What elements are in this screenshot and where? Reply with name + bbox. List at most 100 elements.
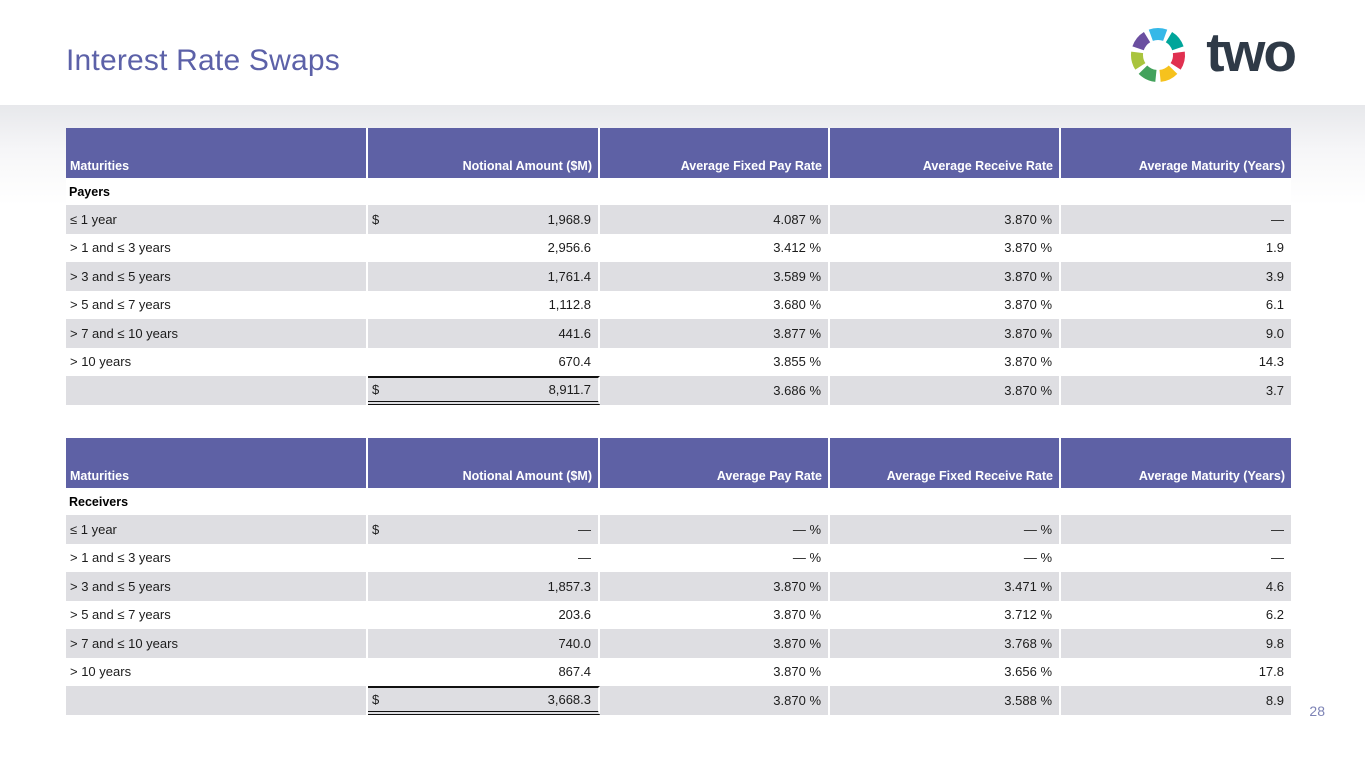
rate-cell: 3.870 % [830, 347, 1061, 376]
currency-symbol: $ [372, 381, 380, 397]
rate-cell: 3.870 % [600, 657, 830, 686]
rate-cell: — % [830, 515, 1061, 544]
maturity-cell: > 3 and ≤ 5 years [66, 262, 368, 291]
notional-cell: 203.6 [368, 600, 600, 629]
logo-segment-yellow [1159, 65, 1178, 82]
notional-cell: 867.4 [368, 657, 600, 686]
section-label: Payers [66, 178, 1291, 205]
table-row: > 5 and ≤ 7 years 203.6 3.870 % 3.712 % … [66, 600, 1291, 629]
maturity-cell [66, 686, 368, 715]
maturity-cell [66, 376, 368, 405]
maturity-cell: > 5 and ≤ 7 years [66, 600, 368, 629]
column-header-notional: Notional Amount ($M) [368, 128, 600, 178]
table-row: ≤ 1 year $1,968.9 4.087 % 3.870 % — [66, 205, 1291, 234]
maturity-cell: > 3 and ≤ 5 years [66, 572, 368, 601]
receivers-table: Maturities Notional Amount ($M) Average … [66, 438, 1291, 715]
notional-value: 441.6 [558, 325, 591, 341]
maturity-cell: > 1 and ≤ 3 years [66, 233, 368, 262]
section-label: Receivers [66, 488, 1291, 515]
rate-cell: 3.656 % [830, 657, 1061, 686]
notional-cell: 670.4 [368, 347, 600, 376]
avg-maturity-cell: 8.9 [1061, 686, 1291, 715]
rate-cell: 3.870 % [830, 290, 1061, 319]
avg-maturity-cell: 9.0 [1061, 319, 1291, 348]
maturity-cell: > 5 and ≤ 7 years [66, 290, 368, 319]
page-title: Interest Rate Swaps [66, 44, 340, 77]
column-header-pay-rate: Average Pay Rate [600, 438, 830, 488]
avg-maturity-cell: — [1271, 550, 1284, 566]
rate-cell: 3.870 % [830, 233, 1061, 262]
rate-cell: 3.870 % [830, 205, 1061, 234]
rate-cell: 3.870 % [600, 629, 830, 658]
maturity-cell: > 7 and ≤ 10 years [66, 319, 368, 348]
avg-maturity-cell: 17.8 [1258, 664, 1284, 680]
logo-wordmark: two [1206, 20, 1297, 83]
maturity-cell: ≤ 1 year [66, 515, 368, 544]
notional-value: 670.4 [558, 354, 591, 370]
notional-cell: 441.6 [368, 319, 600, 348]
logo-segment-green [1138, 65, 1158, 82]
rate-cell: 3.768 % [830, 629, 1061, 658]
company-logo: two [1122, 20, 1297, 90]
notional-value: 2,956.6 [547, 240, 591, 256]
rate-cell: 3.588 % [830, 686, 1061, 715]
maturity-cell: > 10 years [66, 657, 368, 686]
rate-cell: 3.712 % [830, 600, 1061, 629]
notional-cell: 740.0 [368, 629, 600, 658]
maturity-cell: > 10 years [66, 347, 368, 376]
column-header-notional: Notional Amount ($M) [368, 438, 600, 488]
currency-symbol: $ [372, 521, 380, 537]
notional-value: 203.6 [558, 607, 591, 623]
rate-cell: 3.870 % [600, 686, 830, 715]
rate-cell: 3.870 % [600, 572, 830, 601]
notional-value: 8,911.7 [548, 381, 591, 397]
avg-maturity-cell: — [1061, 515, 1291, 544]
notional-total-cell: $8,911.7 [368, 376, 600, 405]
table-row: > 1 and ≤ 3 years — — % — % — [66, 543, 1291, 572]
notional-value: 867.4 [558, 664, 591, 680]
payers-table: Maturities Notional Amount ($M) Average … [66, 128, 1291, 405]
rate-cell: 4.087 % [600, 205, 830, 234]
avg-maturity-cell: 9.8 [1061, 629, 1291, 658]
rate-cell: 3.412 % [600, 233, 830, 262]
rate-cell: 3.686 % [600, 376, 830, 405]
table-row: > 10 years 670.4 3.855 % 3.870 % 14.3 [66, 347, 1291, 376]
notional-total-cell: $3,668.3 [368, 686, 600, 715]
rate-cell: 3.855 % [600, 347, 830, 376]
rate-cell: 3.870 % [830, 262, 1061, 291]
rate-cell: 3.471 % [830, 572, 1061, 601]
maturity-cell: ≤ 1 year [66, 205, 368, 234]
rate-cell: 3.870 % [830, 319, 1061, 348]
table-row: > 7 and ≤ 10 years 441.6 3.877 % 3.870 %… [66, 319, 1291, 348]
avg-maturity-cell: 14.3 [1258, 354, 1284, 370]
currency-symbol: $ [372, 211, 380, 227]
column-header-fixed-receive-rate: Average Fixed Receive Rate [830, 438, 1061, 488]
table-header-row: Maturities Notional Amount ($M) Average … [66, 438, 1291, 488]
rate-cell: — % [600, 543, 830, 572]
notional-cell: $ — [368, 515, 600, 544]
table-row: > 3 and ≤ 5 years 1,857.3 3.870 % 3.471 … [66, 572, 1291, 601]
notional-value: 740.0 [558, 635, 591, 651]
rate-cell: — % [830, 543, 1061, 572]
avg-maturity-cell: 4.6 [1061, 572, 1291, 601]
column-header-avg-maturity: Average Maturity (Years) [1061, 128, 1291, 178]
table-row: > 10 years 867.4 3.870 % 3.656 % 17.8 [66, 657, 1291, 686]
column-header-receive-rate: Average Receive Rate [830, 128, 1061, 178]
notional-cell: 1,857.3 [368, 572, 600, 601]
currency-symbol: $ [372, 691, 380, 707]
column-header-avg-maturity: Average Maturity (Years) [1061, 438, 1291, 488]
notional-value: 1,112.8 [548, 297, 591, 313]
avg-maturity-cell: 3.7 [1061, 376, 1291, 405]
avg-maturity-cell: — [1061, 205, 1291, 234]
notional-value: 1,761.4 [547, 268, 591, 284]
logo-segment-red [1170, 51, 1186, 70]
rate-cell: 3.870 % [600, 600, 830, 629]
rate-cell: 3.877 % [600, 319, 830, 348]
notional-cell: — [368, 543, 600, 572]
rate-cell: 3.589 % [600, 262, 830, 291]
notional-cell: 1,112.8 [368, 290, 600, 319]
maturity-cell: > 1 and ≤ 3 years [66, 543, 368, 572]
rate-cell: 3.870 % [830, 376, 1061, 405]
avg-maturity-cell: 3.9 [1061, 262, 1291, 291]
